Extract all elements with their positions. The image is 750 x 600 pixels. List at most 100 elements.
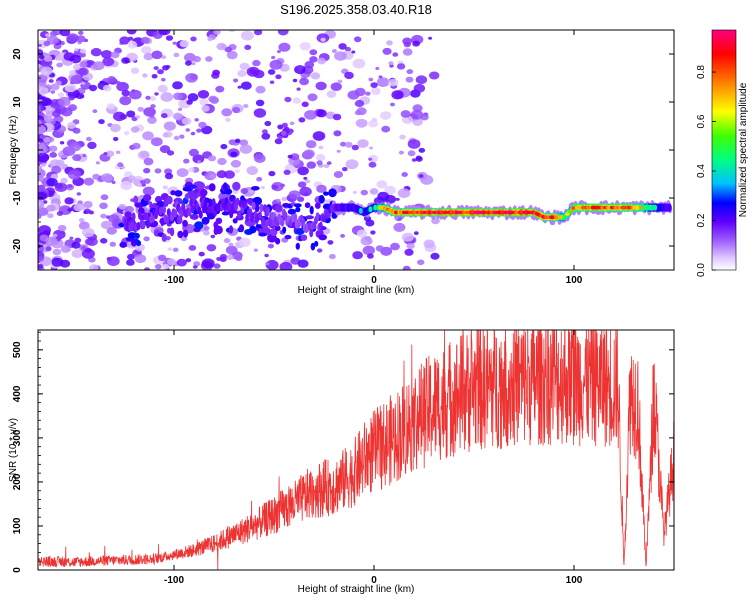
noise-blob	[310, 72, 321, 80]
noise-blob	[326, 161, 332, 165]
noise-blob	[299, 186, 312, 197]
noise-blob	[74, 237, 82, 243]
noise-blob	[126, 110, 136, 118]
noise-blob	[338, 43, 347, 50]
noise-blob	[234, 169, 240, 174]
noise-blob	[83, 210, 88, 214]
noise-blob	[73, 168, 77, 172]
ridge-halo	[222, 182, 228, 192]
ridge-halo	[258, 232, 267, 237]
noise-blob	[150, 104, 156, 109]
noise-blob	[355, 118, 368, 128]
noise-blob	[47, 213, 54, 219]
ridge-core	[136, 221, 141, 231]
noise-blob	[70, 74, 83, 85]
ridge-halo	[177, 230, 184, 239]
noise-blob	[220, 44, 227, 49]
ridge-core	[208, 198, 213, 207]
noise-blob	[121, 89, 130, 97]
noise-blob	[99, 202, 108, 210]
noise-blob	[423, 239, 435, 249]
noise-blob	[57, 224, 67, 232]
noise-blob	[192, 154, 205, 164]
noise-blob	[375, 245, 384, 252]
noise-blob	[48, 79, 54, 83]
ridge-halo	[275, 237, 281, 245]
noise-blob	[185, 60, 192, 66]
noise-blob	[398, 150, 404, 155]
spectrogram-y-tick-label: -20	[12, 238, 23, 253]
noise-blob	[74, 48, 79, 52]
noise-blob	[296, 87, 301, 91]
noise-blob	[192, 55, 201, 63]
noise-blob	[298, 117, 306, 123]
noise-blob	[369, 188, 379, 195]
ridge-halo	[225, 188, 233, 195]
noise-blob	[45, 33, 50, 37]
noise-blob	[157, 84, 168, 93]
ridge-core	[653, 204, 658, 211]
noise-blob	[78, 221, 90, 230]
noise-blob	[240, 81, 252, 90]
noise-blob	[64, 197, 74, 205]
noise-blob	[269, 80, 275, 84]
noise-blob	[186, 99, 193, 105]
noise-blob	[83, 177, 95, 186]
noise-blob	[185, 73, 198, 83]
noise-blob	[197, 90, 210, 99]
noise-blob	[173, 92, 184, 101]
noise-blob	[69, 236, 74, 240]
noise-blob	[100, 238, 108, 244]
noise-blob	[143, 107, 156, 117]
noise-blob	[183, 158, 190, 164]
noise-blob	[264, 253, 269, 258]
ridge-core	[368, 206, 373, 213]
noise-blob	[256, 176, 263, 182]
ridge-halo	[119, 241, 127, 248]
colorbar-tick-label: 0.4	[696, 164, 707, 178]
noise-blob	[276, 198, 281, 203]
noise-blob	[304, 110, 317, 120]
ridge-core	[131, 212, 136, 221]
noise-blob	[221, 108, 233, 117]
noise-blob	[67, 208, 73, 212]
noise-blob	[429, 71, 440, 80]
noise-blob	[89, 264, 99, 270]
ridge-core	[667, 203, 672, 212]
ridge-halo	[246, 197, 254, 204]
noise-blob	[163, 121, 176, 131]
colorbar-tick-label: 0.0	[696, 263, 707, 277]
noise-blob	[142, 131, 154, 141]
noise-blob	[149, 95, 157, 102]
ridge-core	[162, 205, 166, 214]
noise-blob	[165, 236, 171, 241]
noise-blob	[43, 40, 51, 47]
spectrogram-x-tick-label: 100	[566, 275, 583, 286]
noise-blob	[407, 139, 421, 149]
ridge-core	[318, 221, 323, 230]
noise-blob	[406, 69, 414, 75]
noise-blob	[135, 115, 140, 119]
noise-blob	[405, 76, 414, 83]
noise-blob	[203, 226, 210, 231]
noise-blob	[344, 46, 352, 52]
noise-blob	[207, 155, 217, 162]
noise-blob	[69, 142, 82, 152]
noise-blob	[134, 254, 147, 264]
noise-blob	[411, 158, 417, 162]
ridge-core	[266, 206, 270, 215]
noise-blob	[81, 248, 95, 259]
ridge-halo	[135, 240, 142, 247]
noise-blob	[58, 96, 71, 107]
noise-blob	[121, 57, 130, 64]
noise-blob	[196, 128, 202, 133]
noise-blob	[239, 62, 250, 71]
noise-blob	[76, 192, 82, 196]
noise-blob	[371, 117, 378, 122]
ridge-core	[358, 207, 363, 214]
noise-blob	[80, 53, 86, 58]
ridge-halo	[309, 205, 314, 215]
noise-blob	[318, 145, 324, 150]
noise-blob	[52, 233, 58, 238]
noise-blob	[99, 80, 104, 84]
